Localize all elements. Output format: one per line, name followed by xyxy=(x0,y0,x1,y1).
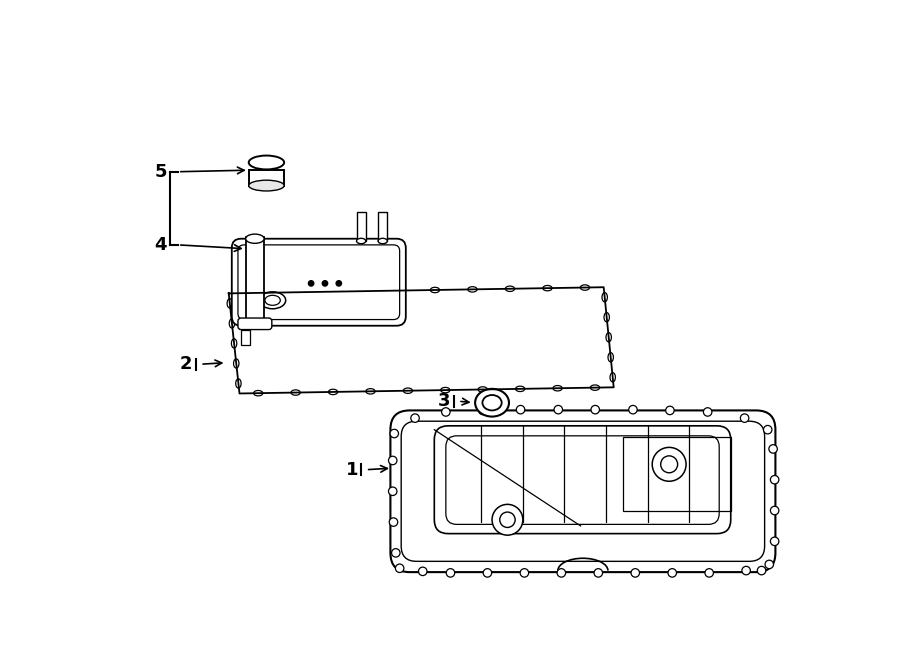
Bar xyxy=(356,212,365,241)
Ellipse shape xyxy=(604,313,609,322)
Ellipse shape xyxy=(580,285,590,290)
Ellipse shape xyxy=(610,373,616,382)
Ellipse shape xyxy=(475,389,509,416)
Ellipse shape xyxy=(378,239,387,244)
Ellipse shape xyxy=(553,385,562,391)
Circle shape xyxy=(479,407,487,414)
Ellipse shape xyxy=(356,289,364,294)
Circle shape xyxy=(395,564,404,572)
Circle shape xyxy=(554,405,562,414)
Bar xyxy=(623,438,731,510)
Ellipse shape xyxy=(243,290,252,295)
FancyBboxPatch shape xyxy=(391,410,776,572)
Circle shape xyxy=(763,426,772,434)
Ellipse shape xyxy=(230,319,235,328)
Ellipse shape xyxy=(231,339,237,348)
Circle shape xyxy=(418,567,427,576)
Ellipse shape xyxy=(482,395,501,410)
Circle shape xyxy=(410,414,419,422)
Circle shape xyxy=(389,456,397,465)
FancyBboxPatch shape xyxy=(232,239,406,326)
Circle shape xyxy=(770,537,778,545)
Circle shape xyxy=(594,568,602,577)
Ellipse shape xyxy=(608,353,614,362)
Circle shape xyxy=(517,405,525,414)
Circle shape xyxy=(392,549,400,557)
Ellipse shape xyxy=(328,389,338,395)
Circle shape xyxy=(652,447,686,481)
Ellipse shape xyxy=(356,239,365,244)
Circle shape xyxy=(483,568,491,577)
Ellipse shape xyxy=(468,287,477,292)
Bar xyxy=(241,330,250,345)
Ellipse shape xyxy=(246,234,264,243)
Ellipse shape xyxy=(318,289,327,295)
Circle shape xyxy=(520,568,528,577)
Bar xyxy=(248,170,284,186)
Circle shape xyxy=(631,568,640,577)
Ellipse shape xyxy=(392,288,402,293)
Circle shape xyxy=(704,408,712,416)
Circle shape xyxy=(492,504,523,535)
Ellipse shape xyxy=(227,299,232,308)
Circle shape xyxy=(442,408,450,416)
Ellipse shape xyxy=(403,388,412,393)
Circle shape xyxy=(446,568,454,577)
Bar xyxy=(246,237,264,322)
Ellipse shape xyxy=(291,390,301,395)
Circle shape xyxy=(322,281,328,286)
Circle shape xyxy=(765,560,773,568)
Ellipse shape xyxy=(280,290,290,295)
Circle shape xyxy=(668,568,677,577)
Ellipse shape xyxy=(590,385,599,391)
Ellipse shape xyxy=(236,379,241,388)
Text: 2: 2 xyxy=(180,355,193,373)
Circle shape xyxy=(389,487,397,496)
Text: 4: 4 xyxy=(155,236,167,254)
Circle shape xyxy=(705,568,714,577)
Circle shape xyxy=(757,566,766,575)
Text: 3: 3 xyxy=(438,392,451,410)
Text: 1: 1 xyxy=(346,461,358,479)
Circle shape xyxy=(666,407,674,414)
Ellipse shape xyxy=(365,389,375,394)
Ellipse shape xyxy=(441,387,450,393)
Circle shape xyxy=(336,281,341,286)
Ellipse shape xyxy=(602,293,608,302)
Circle shape xyxy=(390,518,398,526)
Circle shape xyxy=(770,506,778,515)
Ellipse shape xyxy=(248,180,284,191)
Ellipse shape xyxy=(478,387,488,392)
Circle shape xyxy=(309,281,314,286)
Circle shape xyxy=(741,414,749,422)
Circle shape xyxy=(769,445,778,453)
Circle shape xyxy=(591,405,599,414)
Circle shape xyxy=(557,568,565,577)
Bar xyxy=(378,212,387,241)
Ellipse shape xyxy=(254,391,263,396)
Ellipse shape xyxy=(606,332,611,342)
Ellipse shape xyxy=(505,286,515,292)
Text: 5: 5 xyxy=(155,163,167,180)
Circle shape xyxy=(742,566,751,575)
Ellipse shape xyxy=(516,386,525,391)
Ellipse shape xyxy=(543,286,552,291)
Ellipse shape xyxy=(234,359,239,368)
Ellipse shape xyxy=(430,288,439,293)
FancyBboxPatch shape xyxy=(238,318,272,330)
Circle shape xyxy=(629,405,637,414)
Ellipse shape xyxy=(259,292,285,309)
Circle shape xyxy=(390,429,399,438)
Ellipse shape xyxy=(248,155,284,169)
Circle shape xyxy=(770,475,778,484)
